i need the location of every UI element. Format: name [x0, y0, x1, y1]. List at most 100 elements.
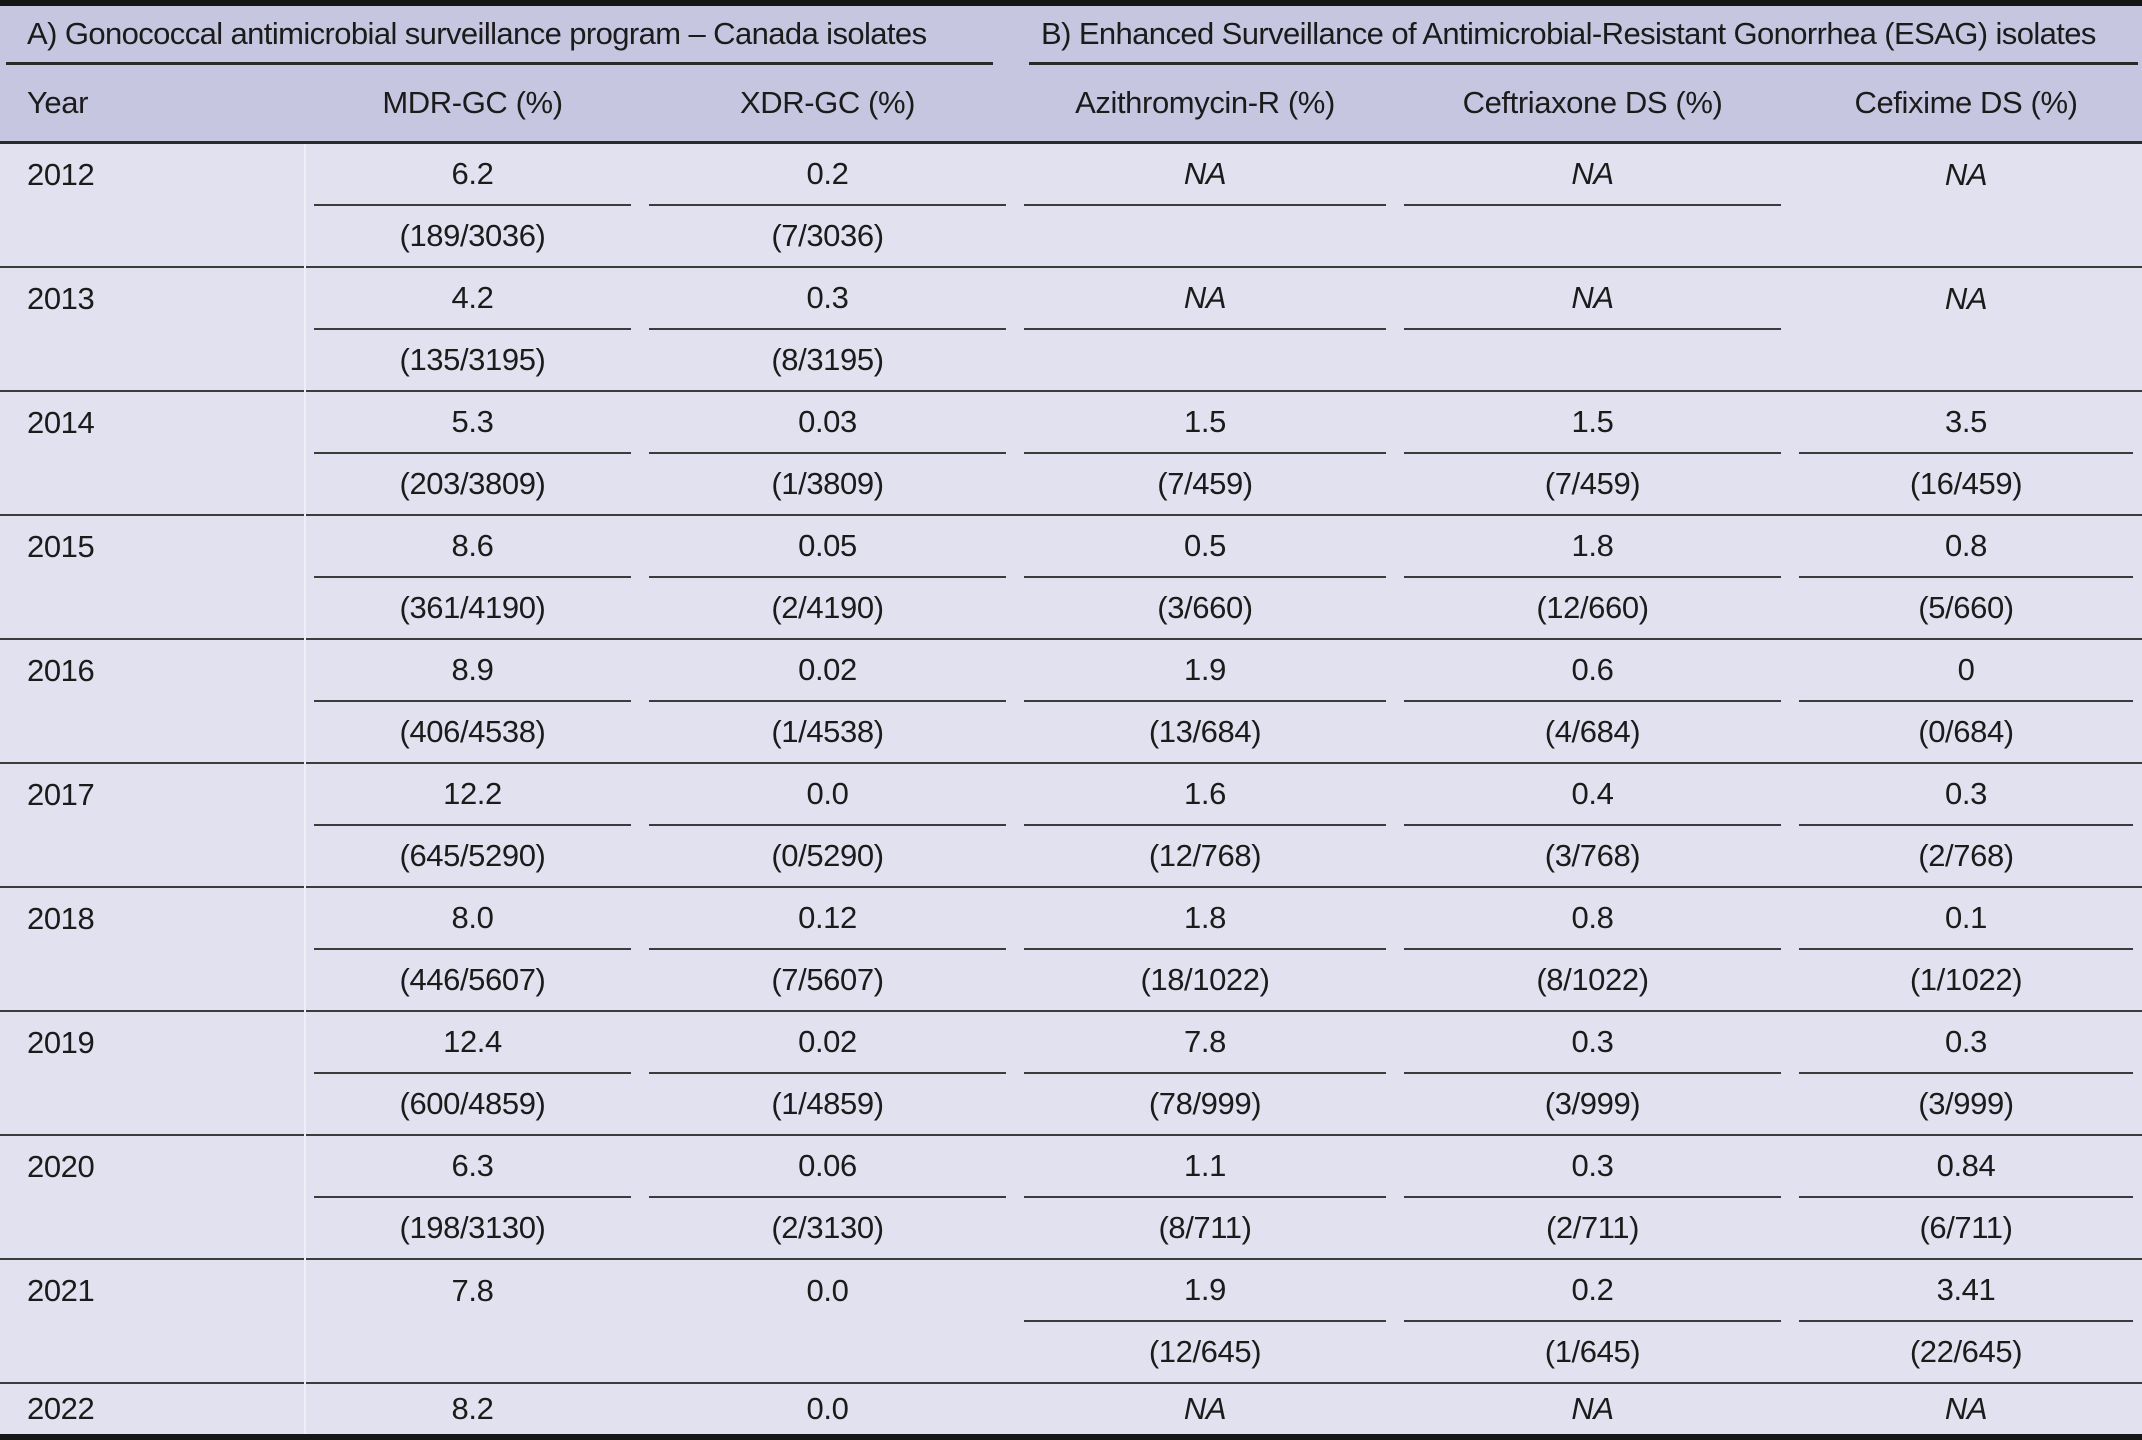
value-cell: 0.3 — [1404, 1012, 1781, 1074]
fraction-cell: (6/711) — [1919, 1210, 2013, 1245]
data-cell: 0 (0/684) — [1790, 640, 2142, 762]
value-cell: 4.2 — [314, 268, 631, 330]
data-cell: NA — [1015, 1384, 1395, 1434]
data-cell: 1.9 (12/645) — [1015, 1260, 1395, 1382]
column-header-year: Year — [27, 85, 89, 120]
data-cell: 0.5 (3/660) — [1015, 516, 1395, 638]
data-cell: NA — [1790, 268, 2142, 390]
fraction-cell: (406/4538) — [399, 714, 546, 749]
value-cell: NA — [1944, 281, 1988, 316]
data-cell: 1.8 (12/660) — [1395, 516, 1790, 638]
value-cell: 0.0 — [806, 1273, 849, 1308]
table-body: 2012 6.2 (189/3036) 0.2 (7/3036) NA NA NA 2013 4.… — [0, 144, 2142, 1434]
data-cell: NA — [1790, 144, 2142, 266]
fraction-cell: (12/645) — [1148, 1334, 1262, 1369]
year-column-separator — [304, 144, 306, 1434]
fraction-cell: (198/3130) — [399, 1210, 546, 1245]
data-cell: 0.3 (2/711) — [1395, 1136, 1790, 1258]
data-cell: 1.9 (13/684) — [1015, 640, 1395, 762]
year-cell: 2016 — [27, 653, 95, 688]
fraction-cell: (16/459) — [1909, 466, 2023, 501]
data-cell: 1.5 (7/459) — [1015, 392, 1395, 514]
fraction-cell: (4/684) — [1544, 714, 1641, 749]
data-cell: 0.3 (3/999) — [1790, 1012, 2142, 1134]
table-row: 2014 5.3 (203/3809) 0.03 (1/3809) 1.5 (7/459) 1… — [0, 392, 2142, 516]
value-cell: 0.5 — [1024, 516, 1386, 578]
value-cell: 3.41 — [1799, 1260, 2133, 1322]
data-cell: 0.3 (2/768) — [1790, 764, 2142, 886]
fraction-cell: (7/459) — [1157, 466, 1253, 501]
fraction-cell: (18/1022) — [1140, 962, 1270, 997]
value-cell: 6.3 — [314, 1136, 631, 1198]
fraction-cell — [1395, 206, 1790, 266]
value-cell: 8.0 — [314, 888, 631, 950]
value-cell: 1.5 — [1404, 392, 1781, 454]
fraction-cell: (1/3809) — [771, 466, 884, 501]
fraction-cell — [1015, 330, 1395, 390]
value-cell: 0.02 — [649, 1012, 1006, 1074]
table-row: 2018 8.0 (446/5607) 0.12 (7/5607) 1.8 (18/1022… — [0, 888, 2142, 1012]
fraction-cell: (2/711) — [1545, 1210, 1640, 1245]
table-row: 2013 4.2 (135/3195) 0.3 (8/3195) NA NA NA — [0, 268, 2142, 392]
value-cell: 7.8 — [1024, 1012, 1386, 1074]
data-cell: 12.4 (600/4859) — [305, 1012, 640, 1134]
column-header-ceftriaxone: Ceftriaxone DS (%) — [1462, 85, 1723, 120]
value-cell: 0.12 — [649, 888, 1006, 950]
fraction-cell — [640, 1322, 1015, 1382]
data-cell: 0.6 (4/684) — [1395, 640, 1790, 762]
value-cell: 0.84 — [1799, 1136, 2133, 1198]
value-cell: 0.06 — [649, 1136, 1006, 1198]
data-cell: 3.5 (16/459) — [1790, 392, 2142, 514]
value-cell: 0.3 — [1799, 764, 2133, 826]
fraction-cell: (361/4190) — [399, 590, 546, 625]
fraction-cell: (22/645) — [1909, 1334, 2023, 1369]
fraction-cell: (446/5607) — [399, 962, 546, 997]
data-cell: 0.0 — [640, 1260, 1015, 1382]
value-cell: 0.3 — [1799, 1012, 2133, 1074]
table-row: 2019 12.4 (600/4859) 0.02 (1/4859) 7.8 (78/999… — [0, 1012, 2142, 1136]
panel-title-row: A) Gonococcal antimicrobial surveillance… — [0, 6, 2142, 65]
data-cell: 8.6 (361/4190) — [305, 516, 640, 638]
value-cell: 0.6 — [1404, 640, 1781, 702]
value-cell: 3.5 — [1799, 392, 2133, 454]
fraction-cell: (203/3809) — [399, 466, 546, 501]
data-cell: NA — [1395, 1384, 1790, 1434]
data-cell: 1.6 (12/768) — [1015, 764, 1395, 886]
data-cell: 4.2 (135/3195) — [305, 268, 640, 390]
fraction-cell: (7/5607) — [771, 962, 884, 997]
data-cell: NA — [1015, 268, 1395, 390]
value-cell: 8.9 — [314, 640, 631, 702]
table-row: 2021 7.8 0.0 1.9 (12/645) 0.2 (1/645) 3.41 (22/6… — [0, 1260, 2142, 1384]
data-cell: 0.12 (7/5607) — [640, 888, 1015, 1010]
fraction-cell: (645/5290) — [399, 838, 546, 873]
data-cell: 5.3 (203/3809) — [305, 392, 640, 514]
fraction-cell: (3/999) — [1918, 1086, 2014, 1121]
data-cell: 0.2 (1/645) — [1395, 1260, 1790, 1382]
fraction-cell: (12/660) — [1536, 590, 1649, 625]
year-cell: 2015 — [27, 529, 95, 564]
value-cell: 12.2 — [314, 764, 631, 826]
year-cell: 2020 — [27, 1149, 95, 1184]
data-cell: 1.8 (18/1022) — [1015, 888, 1395, 1010]
data-cell: 0.05 (2/4190) — [640, 516, 1015, 638]
fraction-cell — [1790, 330, 2142, 390]
top-rule — [0, 0, 2142, 6]
table-row: 2016 8.9 (406/4538) 0.02 (1/4538) 1.9 (13/684)… — [0, 640, 2142, 764]
data-cell: 6.2 (189/3036) — [305, 144, 640, 266]
rows-wrap: 2012 6.2 (189/3036) 0.2 (7/3036) NA NA NA 2013 4.… — [0, 144, 2142, 1434]
value-cell: 1.8 — [1024, 888, 1386, 950]
data-cell: 6.3 (198/3130) — [305, 1136, 640, 1258]
fraction-cell: (5/660) — [1918, 590, 2014, 625]
value-cell: 0.02 — [649, 640, 1006, 702]
table-row: 2017 12.2 (645/5290) 0.0 (0/5290) 1.6 (12/768)… — [0, 764, 2142, 888]
data-cell: 0.1 (1/1022) — [1790, 888, 2142, 1010]
year-cell: 2014 — [27, 405, 95, 440]
column-header-xdr-gc: XDR-GC (%) — [739, 85, 916, 120]
panel-a-title: A) Gonococcal antimicrobial surveillance… — [6, 6, 993, 65]
data-cell: NA — [1395, 144, 1790, 266]
fraction-cell: (135/3195) — [399, 342, 546, 377]
value-cell: 1.9 — [1024, 640, 1386, 702]
fraction-cell: (1/4538) — [771, 714, 884, 749]
value-cell: 1.9 — [1024, 1260, 1386, 1322]
